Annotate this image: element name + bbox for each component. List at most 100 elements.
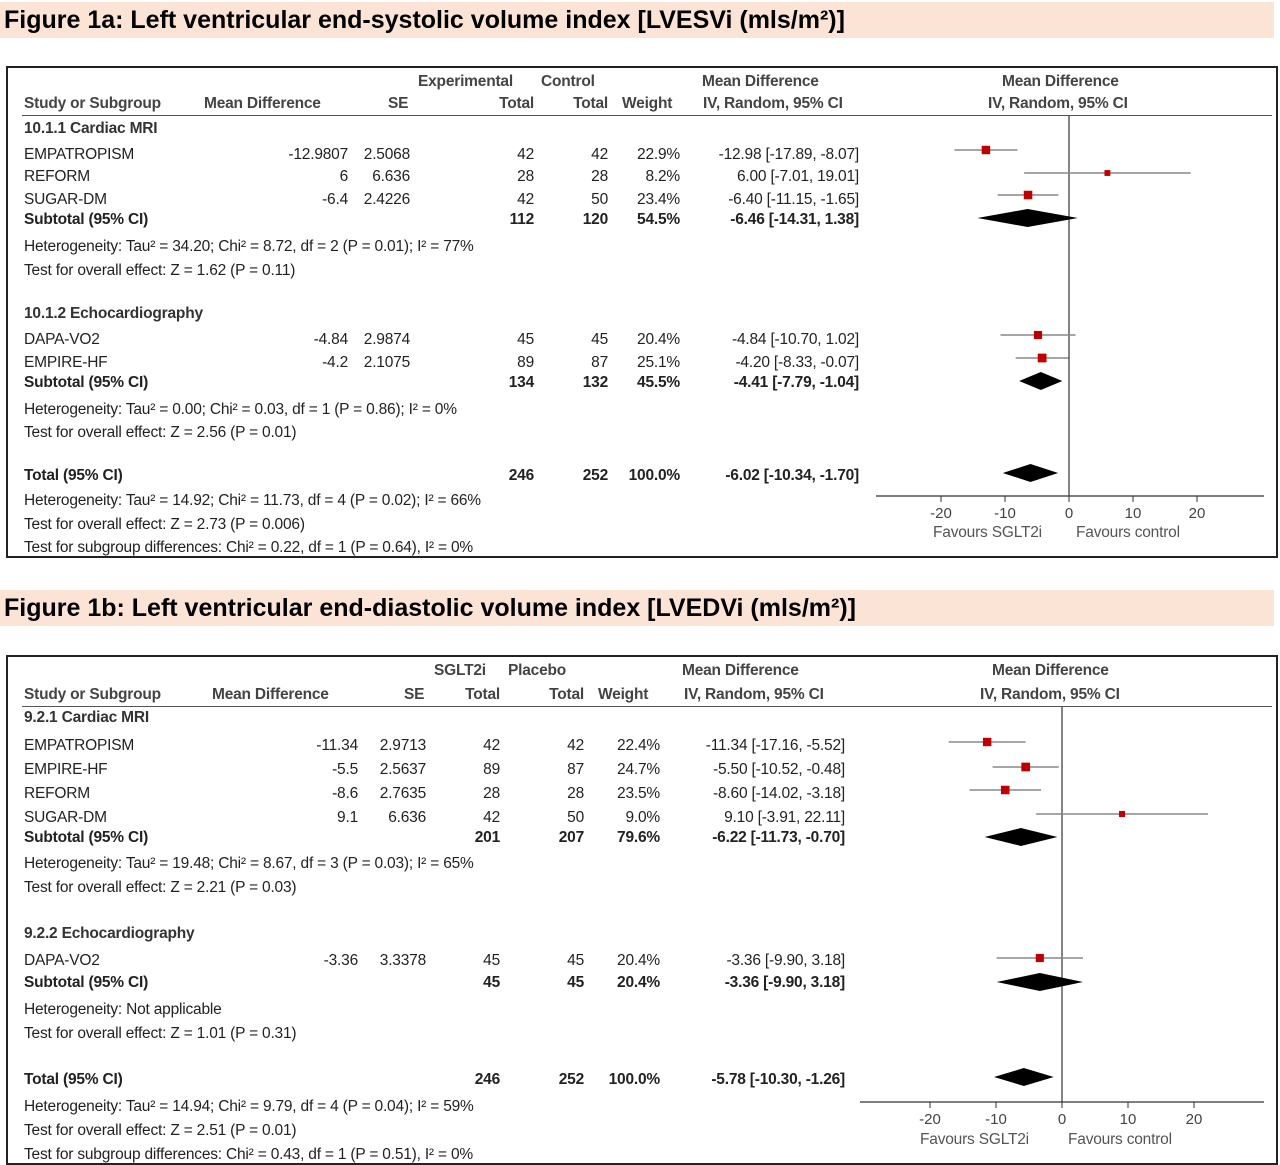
col-header-ctl-bottom: Total <box>549 686 584 703</box>
col-header-ctl-top: Placebo <box>508 662 567 679</box>
total-overall-effect-text: Test for overall effect: Z = 2.73 (P = 0… <box>24 516 305 533</box>
overall-effect-text: Test for overall effect: Z = 1.01 (P = 0… <box>24 1025 297 1042</box>
study-se: 6.636 <box>388 809 426 826</box>
col-header-exp-bottom: Total <box>499 95 534 112</box>
subtotal-label: Subtotal (95% CI) <box>24 374 149 391</box>
study-estimate-marker <box>1000 785 1010 795</box>
study-ctl-total: 50 <box>567 809 584 826</box>
study-exp-total: 42 <box>517 191 534 208</box>
study-weight: 25.1% <box>637 354 680 371</box>
study-ctl-total: 50 <box>591 191 608 208</box>
study-weight: 23.5% <box>617 785 660 802</box>
study-estimate-marker <box>1023 190 1033 200</box>
study-exp-total: 42 <box>483 809 500 826</box>
study-ctl-total: 28 <box>567 785 584 802</box>
study-se: 3.3378 <box>379 952 426 969</box>
study-md: -6.4 <box>322 191 348 208</box>
study-exp-total: 42 <box>517 146 534 163</box>
study-ci: -8.60 [-14.02, -3.18] <box>713 785 845 802</box>
study-exp-total: 89 <box>483 761 500 778</box>
col-header-ci-top: Mean Difference <box>702 73 819 90</box>
subgroup-differences-text: Test for subgroup differences: Chi² = 0.… <box>24 539 473 556</box>
study-estimate-marker <box>1033 330 1043 340</box>
col-header-plot-top: Mean Difference <box>992 662 1109 679</box>
study-ci: -4.84 [-10.70, 1.02] <box>732 331 859 348</box>
study-exp-total: 89 <box>517 354 534 371</box>
figure-1b-title: Figure 1b: Left ventricular end-diastoli… <box>0 590 1274 626</box>
study-ctl-total: 87 <box>567 761 584 778</box>
subtotal-label: Subtotal (95% CI) <box>24 829 149 846</box>
pooled-estimate-diamond <box>977 209 1078 227</box>
study-estimate-marker <box>1104 170 1111 176</box>
overall-effect-text: Test for overall effect: Z = 1.62 (P = 0… <box>24 262 296 279</box>
col-header-md: Mean Difference <box>204 95 321 112</box>
total-label: Total (95% CI) <box>24 1071 123 1088</box>
total-weight: 100.0% <box>608 1071 661 1088</box>
x-axis-tick-label: -10 <box>994 505 1016 522</box>
subtotal-weight: 79.6% <box>617 829 660 846</box>
col-header-ctl-top: Control <box>541 73 595 90</box>
col-header-plot-bottom: IV, Random, 95% CI <box>988 95 1128 112</box>
study-md: 9.1 <box>337 809 358 826</box>
study-estimate-marker <box>1035 953 1044 963</box>
total-ci: -6.02 [-10.34, -1.70] <box>725 467 859 484</box>
study-ci: -6.40 [-11.15, -1.65] <box>728 191 859 208</box>
col-header-weight: Weight <box>622 95 673 112</box>
study-se: 2.9713 <box>379 737 426 754</box>
study-name: EMPIRE-HF <box>24 761 108 778</box>
study-weight: 8.2% <box>645 168 680 185</box>
forest-plot-panel-1a: Experimental Control Mean Difference Mea… <box>6 66 1278 558</box>
total-heterogeneity-text: Heterogeneity: Tau² = 14.92; Chi² = 11.7… <box>24 492 481 509</box>
x-axis-tick-label: 10 <box>1125 505 1142 522</box>
subtotal-ctl: 120 <box>582 211 608 228</box>
study-md: -4.2 <box>322 354 348 371</box>
forest-plot-graphic: -20 -10 0 10 20 <box>876 116 1264 522</box>
col-header-exp-bottom: Total <box>465 686 500 703</box>
col-header-exp-top: SGLT2i <box>434 662 486 679</box>
study-exp-total: 45 <box>517 331 534 348</box>
header-rule <box>22 706 1272 707</box>
subtotal-ctl: 45 <box>567 974 584 991</box>
subgroup-differences-text: Test for subgroup differences: Chi² = 0.… <box>24 1146 473 1163</box>
col-header-ci-bottom: IV, Random, 95% CI <box>703 95 843 112</box>
x-axis-tick-label: -20 <box>930 505 952 522</box>
study-weight: 20.4% <box>637 331 680 348</box>
subtotal-weight: 54.5% <box>637 211 680 228</box>
study-name: EMPIRE-HF <box>24 354 108 371</box>
col-header-study: Study or Subgroup <box>24 95 161 112</box>
col-header-ctl-bottom: Total <box>573 95 608 112</box>
col-header-study: Study or Subgroup <box>24 686 161 703</box>
col-header-ci-bottom: IV, Random, 95% CI <box>684 686 824 703</box>
study-name: EMPATROPISM <box>24 146 135 163</box>
total-exp: 246 <box>474 1071 500 1088</box>
x-axis-tick-label: -10 <box>985 1111 1007 1128</box>
pooled-estimate-diamond <box>984 828 1058 846</box>
total-overall-effect-text: Test for overall effect: Z = 2.51 (P = 0… <box>24 1122 297 1139</box>
subtotal-weight: 45.5% <box>637 374 680 391</box>
subgroup-heading: 10.1.2 Echocardiography <box>24 305 203 322</box>
study-weight: 22.9% <box>637 146 680 163</box>
total-weight: 100.0% <box>628 467 681 484</box>
x-axis-tick-label: 20 <box>1186 1111 1203 1128</box>
study-exp-total: 28 <box>483 785 500 802</box>
study-name: REFORM <box>24 785 90 802</box>
subtotal-exp: 134 <box>508 374 534 391</box>
study-estimate-marker <box>1037 353 1047 363</box>
study-ctl-total: 42 <box>591 146 608 163</box>
x-axis-tick-label: 10 <box>1120 1111 1137 1128</box>
study-exp-total: 45 <box>483 952 500 969</box>
study-ctl-total: 45 <box>567 952 584 969</box>
overall-effect-text: Test for overall effect: Z = 2.21 (P = 0… <box>24 879 297 896</box>
study-name: REFORM <box>24 168 90 185</box>
col-header-plot-bottom: IV, Random, 95% CI <box>980 686 1120 703</box>
forest-plot-panel-1b: SGLT2i Placebo Mean Difference Mean Diff… <box>6 655 1278 1165</box>
heterogeneity-text: Heterogeneity: Tau² = 19.48; Chi² = 8.67… <box>24 855 474 872</box>
study-se: 6.636 <box>372 168 410 185</box>
study-estimate-marker <box>981 145 991 155</box>
study-exp-total: 28 <box>517 168 534 185</box>
x-axis-tick-label: 0 <box>1058 1111 1066 1128</box>
subgroup-heading: 9.2.1 Cardiac MRI <box>24 709 149 726</box>
col-header-ci-top: Mean Difference <box>682 662 799 679</box>
subgroup-heading: 10.1.1 Cardiac MRI <box>24 120 158 137</box>
study-name: DAPA-VO2 <box>24 952 100 969</box>
